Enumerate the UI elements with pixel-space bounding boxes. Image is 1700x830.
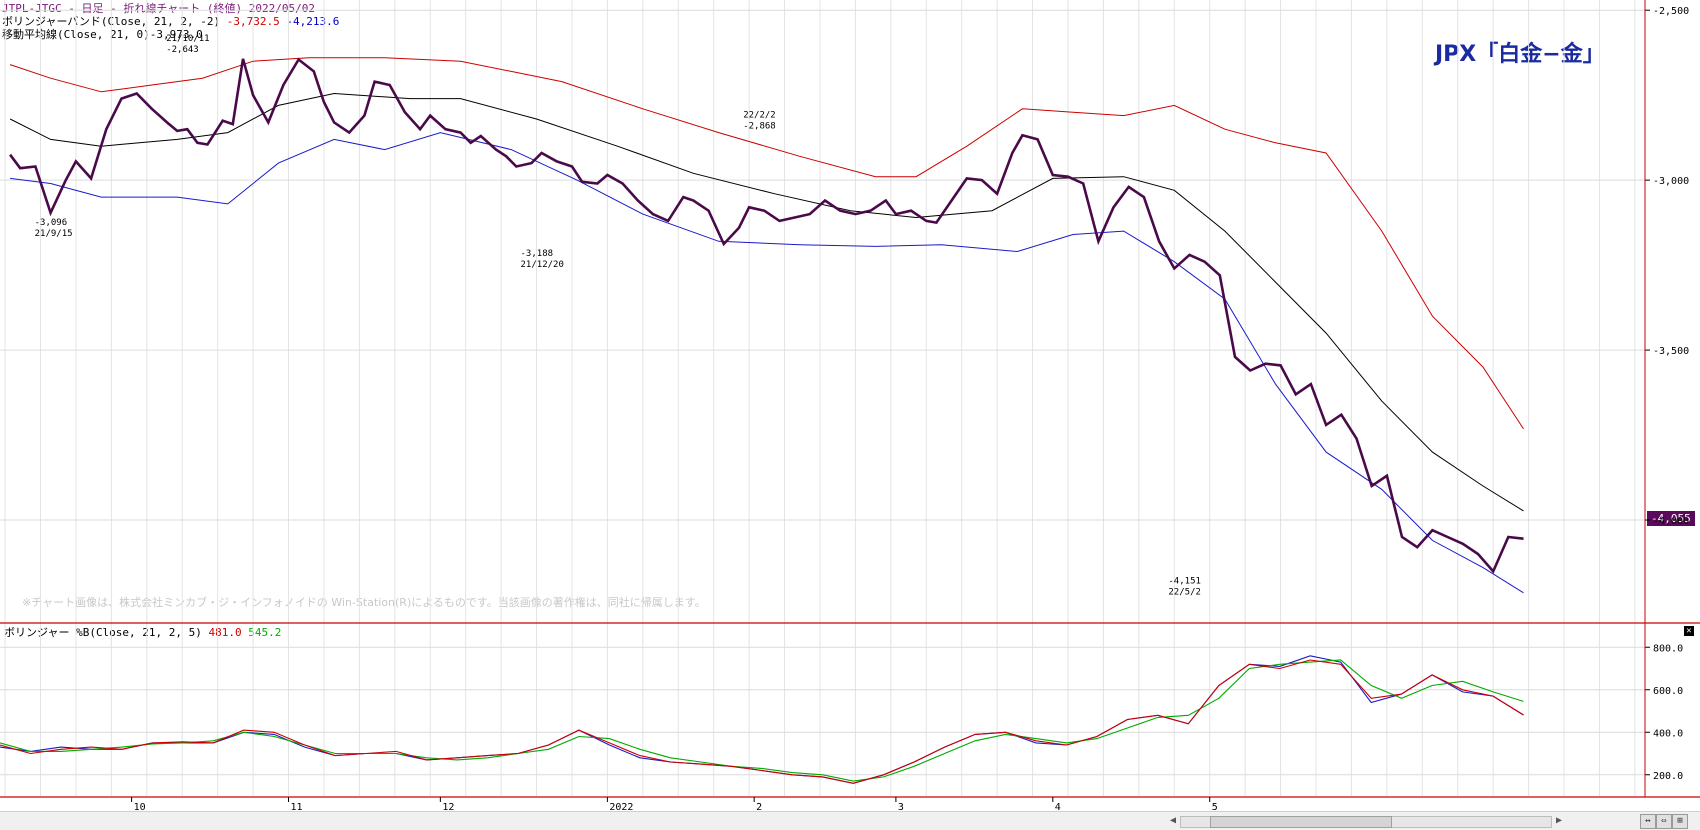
watermark-text: ※チャート画像は、株式会社ミンカブ・ジ・インフォノイドの Win-Station… — [22, 596, 706, 609]
pb-red-value: 481.0 — [208, 626, 242, 639]
pb-green-value: 545.2 — [248, 626, 282, 639]
x-tick-label: 2 — [756, 802, 762, 813]
ma-line — [9, 92, 1524, 512]
x-tick-label: 5 — [1212, 802, 1218, 813]
jpx-title: JPX「白金−金」 — [1435, 42, 1605, 67]
bb-lower-value: -4,213.6 — [286, 15, 340, 28]
annotation-label: -3,096 — [35, 218, 68, 228]
scroll-left-icon[interactable]: ◀ — [1170, 815, 1177, 826]
zoom-out-icon[interactable]: ⇔ — [1656, 814, 1672, 829]
y-tick-label: 800.0 — [1653, 643, 1683, 654]
pb-green-line — [0, 659, 1524, 782]
horizontal-scrollbar[interactable]: ◀ ▶ ↔ ⇔ ⊞ — [0, 811, 1700, 830]
annotation-label: -2,868 — [743, 121, 776, 131]
scroll-right-icon[interactable]: ▶ — [1556, 815, 1563, 826]
chart-title: JTPL-JTGC - 日足 - 折れ線チャート (終値) 2022/05/02 — [2, 2, 315, 15]
annotation-label: 21/9/15 — [35, 229, 73, 239]
annotation-label: 22/2/2 — [743, 110, 776, 120]
ma-value: -3,973.0 — [149, 28, 203, 41]
annotation-label: 22/5/2 — [1168, 587, 1201, 597]
y-tick-label: -4,000 — [1653, 516, 1689, 527]
pb-red-line — [0, 659, 1524, 784]
annotation-label: -4,151 — [1168, 576, 1201, 586]
y-tick-label: 600.0 — [1653, 686, 1683, 697]
x-tick-label: 11 — [291, 802, 303, 813]
close-icon[interactable]: ✕ — [1684, 626, 1694, 636]
y-tick-label: -3,500 — [1653, 346, 1689, 357]
annotation-label: -3,188 — [521, 249, 554, 259]
y-tick-label: 200.0 — [1653, 771, 1683, 782]
bb-upper-line — [9, 57, 1524, 430]
price-line — [9, 57, 1524, 574]
x-tick-label: 10 — [134, 802, 146, 813]
scroll-thumb[interactable] — [1210, 816, 1392, 828]
x-tick-label: 4 — [1055, 802, 1061, 813]
annotation-label: 21/12/20 — [521, 260, 564, 270]
annotation-label: 21/10/11 — [166, 34, 209, 44]
y-tick-label: -3,000 — [1653, 176, 1689, 187]
zoom-in-icon[interactable]: ↔ — [1640, 814, 1656, 829]
x-tick-label: 12 — [442, 802, 454, 813]
pb-legend: ボリンジャー %B(Close, 21, 2, 5) 481.0 545.2 — [4, 626, 281, 639]
y-tick-label: 400.0 — [1653, 728, 1683, 739]
y-tick-label: -2,500 — [1653, 6, 1689, 17]
x-tick-label: 3 — [898, 802, 904, 813]
x-tick-label: 2022 — [609, 802, 633, 813]
current-price-tag: -4,055 — [1647, 511, 1695, 526]
chart-header: JTPL-JTGC - 日足 - 折れ線チャート (終値) 2022/05/02… — [2, 2, 339, 41]
fit-icon[interactable]: ⊞ — [1672, 814, 1688, 829]
bb-lower-line — [10, 132, 1524, 594]
pb-label: ボリンジャー %B(Close, 21, 2, 5) — [4, 626, 202, 639]
annotation-label: -2,643 — [166, 45, 199, 55]
pb-blue-line — [0, 655, 1524, 784]
